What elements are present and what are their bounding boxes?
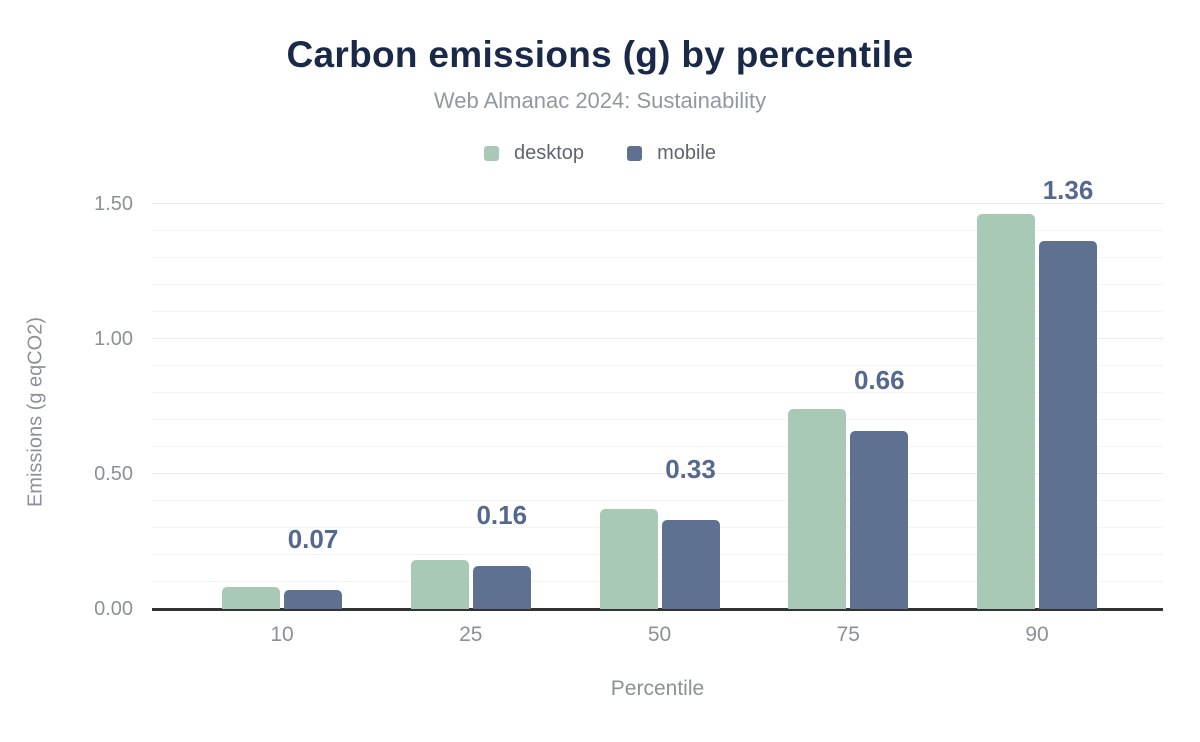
- x-axis-line: [152, 608, 1163, 611]
- gridline-minor: [152, 256, 1163, 258]
- x-tick-25: 25: [459, 623, 483, 646]
- chart-title: Carbon emissions (g) by percentile: [286, 34, 914, 75]
- bar-mobile-p75: [850, 430, 909, 609]
- bar-desktop-p25: [410, 560, 469, 609]
- gridline-major: [152, 472, 1163, 474]
- gridline-minor: [152, 310, 1163, 312]
- chart-subtitle: Web Almanac 2024: Sustainability: [433, 88, 767, 113]
- bar-value-label-p25: 0.16: [476, 499, 528, 530]
- bar-value-label-p10: 0.07: [287, 524, 339, 555]
- y-tick-0.00: 0.00: [94, 598, 133, 620]
- legend-swatch-mobile: [627, 146, 643, 161]
- bar-mobile-p50: [661, 519, 720, 609]
- bar-desktop-p50: [599, 508, 658, 609]
- plot-area: Percentile 0.00 0.50 1.00 1.50 10 0.07 25 0.16 5…: [94, 175, 1163, 700]
- gridline-minor: [152, 580, 1163, 582]
- x-tick-50: 50: [647, 623, 672, 646]
- bar-group-p50: [599, 508, 720, 609]
- bar-desktop-p10: [222, 587, 280, 609]
- legend-item-mobile[interactable]: mobile: [627, 142, 716, 165]
- bar-value-label-p50: 0.33: [665, 453, 716, 484]
- x-tick-10: 10: [270, 623, 294, 646]
- gridline-minor: [152, 391, 1163, 393]
- gridline-minor: [152, 229, 1163, 231]
- x-tick-75: 75: [836, 623, 860, 646]
- gridline-minor: [152, 499, 1163, 501]
- bar-group-p25: [410, 560, 531, 609]
- x-axis-title: Percentile: [610, 677, 705, 700]
- y-tick-0.50: 0.50: [94, 462, 133, 485]
- bar-desktop-p90: [977, 214, 1035, 609]
- bar-group-p75: [788, 408, 909, 609]
- y-tick-1.50: 1.50: [94, 192, 133, 215]
- legend-label-desktop: desktop: [514, 142, 585, 164]
- legend-item-desktop[interactable]: desktop: [484, 142, 584, 165]
- gridline-minor: [152, 364, 1163, 366]
- legend-label-mobile: mobile: [657, 142, 716, 164]
- gridline-minor: [152, 526, 1163, 528]
- gridline-major: [152, 337, 1163, 339]
- legend: desktop mobile: [0, 142, 1200, 165]
- gridline-major: [152, 202, 1163, 204]
- bar-mobile-p25: [472, 565, 531, 609]
- bar-group-p90: [977, 214, 1097, 609]
- bar-mobile-p90: [1039, 241, 1097, 609]
- x-tick-90: 90: [1025, 623, 1049, 646]
- legend-swatch-desktop: [484, 146, 499, 161]
- bar-value-label-p75: 0.66: [853, 364, 905, 395]
- gridline-minor: [152, 553, 1163, 555]
- gridline-minor: [152, 283, 1163, 285]
- gridline-minor: [152, 445, 1163, 447]
- bar-desktop-p75: [788, 408, 847, 609]
- bar-group-p10: [222, 587, 342, 609]
- y-tick-1.00: 1.00: [94, 327, 133, 350]
- gridline-minor: [152, 418, 1163, 420]
- bar-value-label-p90: 1.36: [1042, 175, 1094, 206]
- bar-mobile-p10: [284, 590, 342, 609]
